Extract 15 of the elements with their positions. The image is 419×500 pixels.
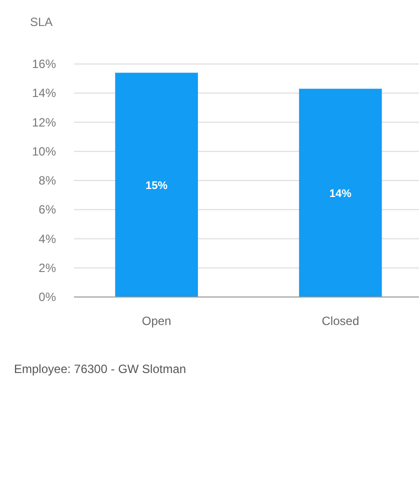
- y-axis-title: SLA: [30, 15, 53, 29]
- y-tick-label: 0%: [38, 290, 56, 304]
- y-tick-label: 12%: [32, 115, 56, 130]
- y-tick-label: 8%: [38, 174, 56, 188]
- data-label: 14%: [329, 188, 352, 200]
- y-tick-label: 10%: [32, 144, 56, 158]
- data-label: 15%: [146, 180, 168, 192]
- x-tick-label: Open: [142, 314, 172, 328]
- y-tick-label: 2%: [38, 260, 56, 275]
- y-tick-label: 14%: [32, 86, 56, 100]
- y-tick-label: 4%: [38, 232, 56, 246]
- x-tick-label: Closed: [322, 314, 360, 328]
- text: Employee: 76300 - GW Slotman: [14, 362, 186, 376]
- y-tick-label: 6%: [38, 202, 56, 217]
- y-tick-label: 16%: [32, 57, 56, 71]
